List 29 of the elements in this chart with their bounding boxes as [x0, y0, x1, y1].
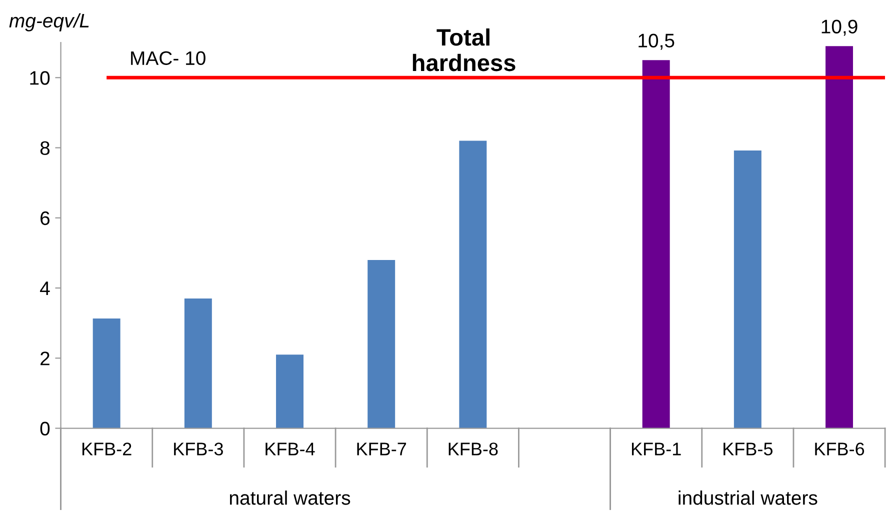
y-tick-label: 10 [30, 71, 50, 85]
y-tick-label: 2 [40, 352, 50, 366]
y-tick-label: 8 [40, 141, 50, 155]
x-tick-label: KFB-1 [632, 442, 681, 456]
x-tick-label: KFB-8 [448, 442, 498, 456]
bar [734, 150, 762, 428]
text: natural waters [230, 490, 350, 505]
x-tick-label: KFB-6 [815, 442, 864, 456]
y-axis-title: mg-eqv/L [9, 13, 89, 32]
bar [184, 298, 212, 428]
bar [368, 260, 396, 428]
bar [276, 354, 304, 428]
bar [826, 46, 854, 428]
y-tick-label: 0 [40, 422, 50, 436]
bar [92, 318, 120, 428]
bar [459, 140, 487, 428]
x-tick-label: KFB-5 [724, 442, 773, 456]
data-label: 10,9 [822, 20, 858, 36]
x-tick-label: KFB-7 [357, 442, 406, 456]
ref-line-label: MAC- 10 [131, 51, 206, 66]
y-tick-label: 4 [40, 282, 50, 296]
x-tick-label: KFB-2 [82, 442, 132, 456]
x-tick-label: KFB-3 [174, 442, 223, 456]
text: industrial waters [678, 490, 818, 505]
chart-title: Total hardness [412, 28, 516, 72]
y-tick-label: 6 [40, 211, 50, 226]
data-label: 10,5 [638, 34, 674, 50]
x-tick-label: KFB-4 [266, 442, 315, 456]
bar [642, 60, 670, 428]
